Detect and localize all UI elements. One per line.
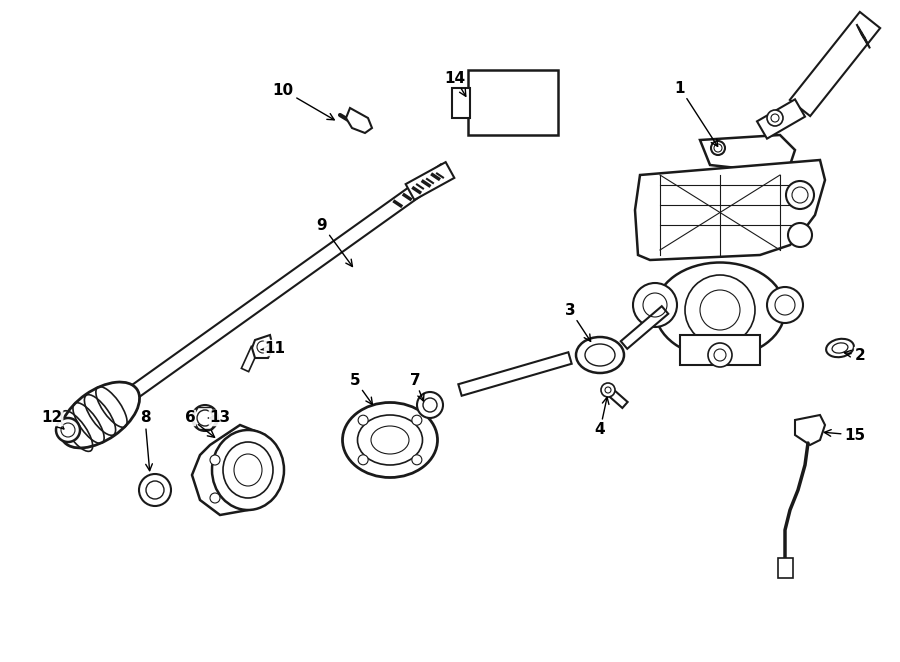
Circle shape <box>146 481 164 499</box>
Text: 6: 6 <box>184 410 214 438</box>
Ellipse shape <box>655 263 785 357</box>
Polygon shape <box>790 12 880 116</box>
Circle shape <box>767 287 803 323</box>
Text: 9: 9 <box>317 218 353 267</box>
Circle shape <box>601 383 615 397</box>
Circle shape <box>56 418 80 442</box>
Polygon shape <box>192 425 278 515</box>
Circle shape <box>788 223 812 247</box>
Text: 3: 3 <box>564 303 590 342</box>
Text: 12: 12 <box>41 410 64 429</box>
Ellipse shape <box>234 454 262 486</box>
FancyBboxPatch shape <box>468 70 558 135</box>
Polygon shape <box>795 415 825 445</box>
Ellipse shape <box>826 339 854 357</box>
Circle shape <box>767 110 783 126</box>
Ellipse shape <box>223 442 273 498</box>
Ellipse shape <box>343 402 437 477</box>
Polygon shape <box>621 307 668 349</box>
FancyBboxPatch shape <box>452 88 470 118</box>
Polygon shape <box>346 108 372 133</box>
Circle shape <box>412 415 422 425</box>
Circle shape <box>139 474 171 506</box>
Polygon shape <box>406 162 454 200</box>
Ellipse shape <box>371 426 409 454</box>
Polygon shape <box>757 99 805 138</box>
Circle shape <box>423 398 437 412</box>
Text: 4: 4 <box>595 397 609 438</box>
Circle shape <box>633 283 677 327</box>
Text: 14: 14 <box>445 70 466 96</box>
Circle shape <box>358 415 368 425</box>
Ellipse shape <box>576 337 624 373</box>
Circle shape <box>412 455 422 465</box>
Ellipse shape <box>60 382 140 448</box>
Text: 8: 8 <box>140 410 152 471</box>
Polygon shape <box>635 160 825 260</box>
Polygon shape <box>241 346 258 371</box>
Polygon shape <box>700 135 795 175</box>
Ellipse shape <box>585 344 615 366</box>
Circle shape <box>786 181 814 209</box>
Circle shape <box>417 392 443 418</box>
Text: 5: 5 <box>350 373 373 404</box>
Text: 13: 13 <box>209 410 230 426</box>
Circle shape <box>257 341 269 353</box>
Polygon shape <box>252 335 273 358</box>
Text: 1: 1 <box>675 81 717 146</box>
Polygon shape <box>126 164 449 401</box>
Circle shape <box>210 455 220 465</box>
Polygon shape <box>458 352 572 396</box>
FancyBboxPatch shape <box>778 558 793 578</box>
Text: 7: 7 <box>410 373 424 401</box>
Ellipse shape <box>212 430 284 510</box>
Text: 11: 11 <box>261 340 285 355</box>
Polygon shape <box>606 387 627 408</box>
Circle shape <box>358 455 368 465</box>
Text: 2: 2 <box>844 348 866 363</box>
Ellipse shape <box>832 343 848 353</box>
Polygon shape <box>680 335 760 365</box>
Text: 15: 15 <box>824 428 866 442</box>
Circle shape <box>192 405 218 431</box>
Circle shape <box>197 410 213 426</box>
Ellipse shape <box>357 415 422 465</box>
Circle shape <box>708 343 732 367</box>
Circle shape <box>210 493 220 503</box>
Circle shape <box>711 141 725 155</box>
Text: 10: 10 <box>273 83 334 120</box>
